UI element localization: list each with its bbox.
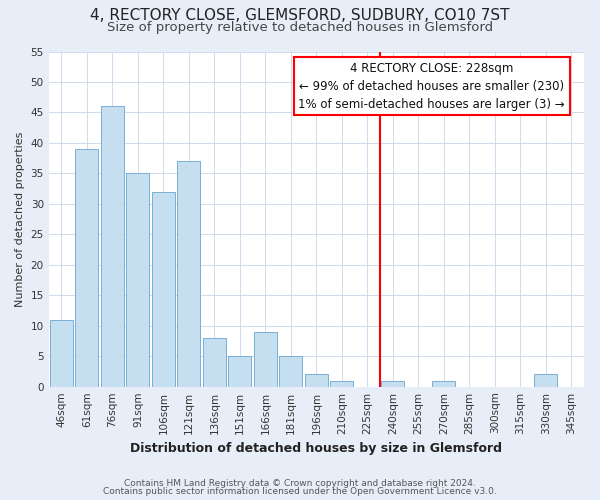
Bar (50, 320, 73, 386)
Bar (203, 338, 226, 386)
Bar (178, 161, 200, 386)
Bar (535, 374, 557, 386)
Bar (305, 374, 328, 386)
Bar (331, 380, 353, 386)
Bar (101, 106, 124, 386)
Text: Contains HM Land Registry data © Crown copyright and database right 2024.: Contains HM Land Registry data © Crown c… (124, 478, 476, 488)
Bar (280, 356, 302, 386)
Bar (254, 332, 277, 386)
Text: Contains public sector information licensed under the Open Government Licence v3: Contains public sector information licen… (103, 487, 497, 496)
Bar (127, 174, 149, 386)
Y-axis label: Number of detached properties: Number of detached properties (15, 132, 25, 307)
Text: 4 RECTORY CLOSE: 228sqm
← 99% of detached houses are smaller (230)
1% of semi-de: 4 RECTORY CLOSE: 228sqm ← 99% of detache… (298, 62, 565, 110)
Text: Size of property relative to detached houses in Glemsford: Size of property relative to detached ho… (107, 21, 493, 34)
Bar (229, 356, 251, 386)
Bar (382, 380, 404, 386)
Text: 4, RECTORY CLOSE, GLEMSFORD, SUDBURY, CO10 7ST: 4, RECTORY CLOSE, GLEMSFORD, SUDBURY, CO… (90, 8, 510, 22)
Bar (152, 192, 175, 386)
Bar (76, 149, 98, 386)
Bar (433, 380, 455, 386)
X-axis label: Distribution of detached houses by size in Glemsford: Distribution of detached houses by size … (130, 442, 502, 455)
